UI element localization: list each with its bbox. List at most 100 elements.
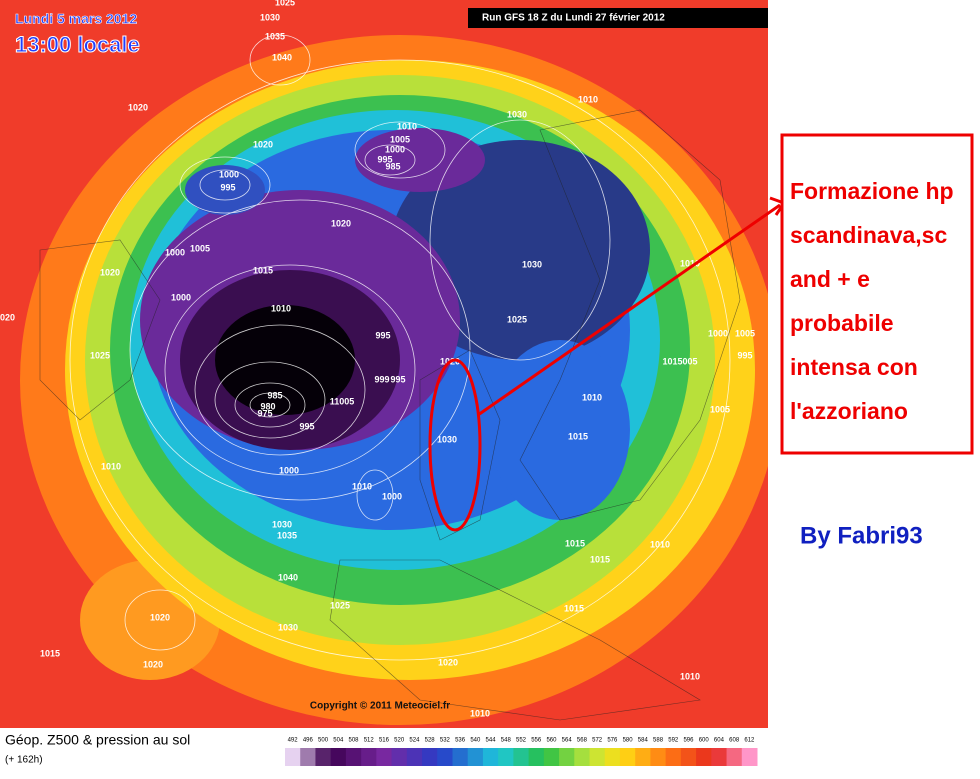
scale-label: 508 — [349, 738, 360, 744]
scale-label: 556 — [531, 738, 542, 744]
scale-cell — [559, 748, 575, 766]
pressure-label: 1000 — [219, 169, 239, 179]
scale-label: 580 — [623, 738, 634, 744]
pressure-label: 1020 — [0, 312, 15, 322]
scale-cell — [574, 748, 591, 766]
scale-label: 592 — [668, 738, 679, 744]
run-label: Run GFS 18 Z du Lundi 27 février 2012 — [482, 13, 665, 24]
scale-label: 548 — [501, 738, 512, 744]
pressure-label: 1015 — [253, 265, 273, 275]
time-label: 13:00 locale — [15, 32, 140, 57]
pressure-label: 1025 — [90, 350, 110, 360]
pressure-label: 995 — [299, 421, 314, 431]
pressure-label: 1010 — [582, 392, 602, 402]
copyright: Copyright © 2011 Meteociel.fr — [310, 701, 450, 712]
pressure-label: 1015 — [564, 603, 584, 613]
scale-label: 588 — [653, 738, 664, 744]
pressure-label: 995 — [220, 182, 235, 192]
scale-label: 568 — [577, 738, 588, 744]
pressure-label: 1030 — [278, 622, 298, 632]
scale-cell — [315, 748, 332, 766]
annotation-line: and + e — [790, 266, 870, 292]
pressure-label: 1020 — [100, 267, 120, 277]
zone-blue — [490, 340, 630, 520]
pressure-label: 1040 — [278, 572, 298, 582]
pressure-label: 1005 — [390, 134, 410, 144]
pressure-label: 1015005 — [662, 356, 697, 366]
pressure-label: 1015 — [565, 538, 585, 548]
scale-label: 576 — [607, 738, 618, 744]
scale-cell — [741, 748, 758, 766]
scale-cell — [391, 748, 408, 766]
pressure-label: 1010 — [650, 539, 670, 549]
annotation-line: scandinava,sc — [790, 222, 947, 248]
scale-label: 572 — [592, 738, 603, 744]
scale-label: 536 — [455, 738, 466, 744]
pressure-label: 1000 — [382, 491, 402, 501]
annotation-line: probabile — [790, 310, 894, 336]
legend-title: Géop. Z500 & pression au sol — [5, 732, 190, 748]
scale-label: 540 — [470, 738, 481, 744]
scale-cell — [345, 748, 362, 766]
scale-cell — [513, 748, 530, 766]
scale-label: 496 — [303, 738, 314, 744]
pressure-label: 1020 — [143, 659, 163, 669]
scale-label: 512 — [364, 738, 375, 744]
pressure-label: 11005 — [330, 396, 355, 406]
map: 1025103010351040102010201010100510009959… — [0, 0, 768, 728]
scale-label: 612 — [744, 738, 755, 744]
scale-cell — [635, 748, 651, 766]
pressure-label: 1015 — [568, 431, 588, 441]
scale-cell — [665, 748, 682, 766]
pressure-label: 1020 — [438, 657, 458, 667]
zone-purple — [355, 128, 485, 192]
pressure-label: 995 — [737, 350, 752, 360]
pressure-label: 1020 — [331, 218, 351, 228]
pressure-label: 1005 — [735, 328, 755, 338]
pressure-label: 1010 — [101, 461, 121, 471]
annotation-line: intensa con — [790, 354, 918, 380]
pressure-label: 1015 — [590, 554, 610, 564]
pressure-label: 1000 — [171, 292, 191, 302]
scale-label: 604 — [714, 738, 725, 744]
pressure-label: 1030 — [272, 519, 292, 529]
pressure-label: 1010 — [680, 258, 700, 268]
pressure-label: 1010 — [352, 481, 372, 491]
run-box — [468, 8, 768, 28]
pressure-label: 1040 — [272, 52, 292, 62]
pressure-label: 999 — [374, 374, 389, 384]
scale-label: 600 — [699, 738, 710, 744]
legend-subtitle: (+ 162h) — [5, 755, 43, 766]
annotation-line: Formazione hp — [790, 178, 954, 204]
pressure-label: 1030 — [507, 109, 527, 119]
scale-cell — [696, 748, 712, 766]
annotation-box — [780, 133, 974, 455]
scale-cell — [726, 748, 743, 766]
scale-cell — [528, 748, 545, 766]
color-scale: 492 496 500 504 508 512 516 520 524 528 532 536 540 5… — [285, 738, 758, 766]
scale-cell — [650, 748, 667, 766]
scale-cell — [437, 748, 453, 766]
pressure-label: 985 — [385, 161, 400, 171]
pressure-label: 975 — [257, 408, 272, 418]
pressure-label: 1010 — [271, 303, 291, 313]
pressure-label: 1020 — [150, 612, 170, 622]
scale-cell — [619, 748, 636, 766]
pressure-label: 985 — [267, 390, 282, 400]
pressure-label: 1035 — [265, 31, 285, 41]
pressure-label: 1030 — [522, 259, 542, 269]
pressure-label: 1000 — [708, 328, 728, 338]
scale-label: 516 — [379, 738, 390, 744]
date-label: Lundi 5 mars 2012 — [15, 11, 137, 27]
pressure-label: 995 — [390, 374, 405, 384]
pressure-label: 1010 — [397, 121, 417, 131]
pressure-label: 1000 — [165, 247, 185, 257]
scale-label: 560 — [546, 738, 557, 744]
scale-label: 608 — [729, 738, 740, 744]
pressure-label: 1005 — [710, 404, 730, 414]
pressure-label: 995 — [375, 330, 390, 340]
pressure-label: 1010 — [470, 708, 490, 718]
scale-label: 528 — [425, 738, 436, 744]
annotation-line: l'azzoriano — [790, 398, 908, 424]
